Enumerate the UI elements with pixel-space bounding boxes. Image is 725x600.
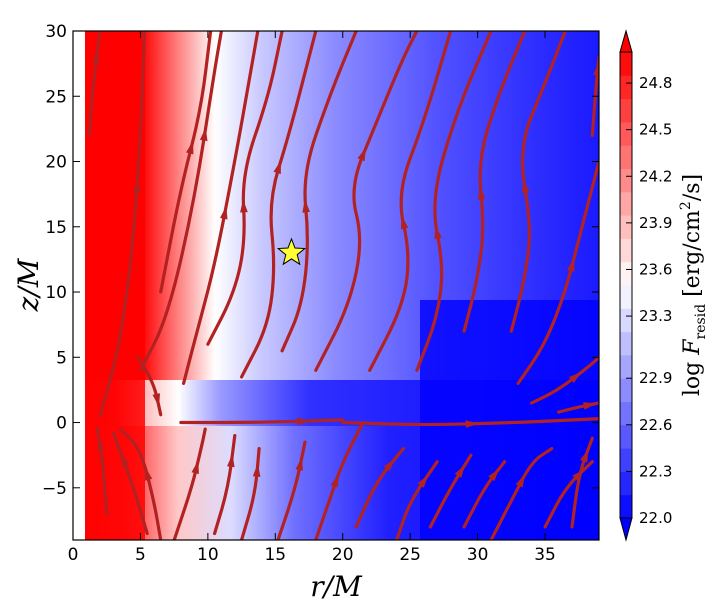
streamline-arrow [434, 225, 442, 240]
colorbar-band [620, 494, 632, 519]
streamline-arrow [199, 127, 208, 142]
colorbar-band [620, 121, 632, 146]
colorbar-tick-label: 23.6 [639, 260, 672, 278]
x-tick-label: 5 [135, 545, 146, 565]
colorbar-band [620, 168, 632, 193]
colorbar-band [620, 238, 632, 263]
x-axis-label: r/M [310, 570, 363, 600]
colorbar-label: log Fresid [erg/cm2/s] [678, 174, 709, 396]
y-tick-label: 20 [45, 153, 67, 173]
streamline-arrow [569, 372, 582, 383]
y-tick-label: 0 [56, 414, 67, 434]
streamline-arrow [330, 473, 339, 488]
colorbar-band [620, 331, 632, 356]
colorbar-tick-label: 22.3 [639, 462, 672, 480]
streamline-arrow [120, 452, 129, 467]
streamline-arrow [357, 147, 366, 162]
streamline-arrow [144, 467, 153, 481]
streamline-arrow [191, 460, 199, 475]
y-tick-label: 5 [56, 348, 67, 368]
streamline-arrow [132, 179, 141, 193]
streamline-arrow [417, 474, 429, 488]
y-axis-ticks: −5 0 5 10 15 20 25 30 [42, 22, 599, 499]
colorbar-tick-label: 24.2 [639, 167, 672, 185]
x-tick-label: 15 [264, 545, 286, 565]
colorbar-tick-label: 24.5 [639, 121, 672, 139]
streamline-arrow [302, 199, 310, 213]
streamline-arrow [465, 420, 479, 428]
colorbar-band [620, 98, 632, 123]
colorbar-tick-label: 24.8 [639, 74, 672, 92]
y-tick-label: 10 [45, 283, 67, 303]
colorbar-band [620, 52, 632, 76]
streamline [314, 31, 419, 372]
x-tick-label: 25 [399, 545, 421, 565]
colorbar: 22.0 22.3 22.6 22.9 23.3 23.6 23.9 24.2 24.5 24.8… [619, 29, 709, 542]
streamline-arrow [488, 468, 500, 482]
colorbar-band [620, 215, 632, 239]
colorbar-band [620, 261, 632, 286]
colorbar-band [620, 424, 632, 449]
star-marker [276, 237, 307, 266]
colorbar-tick-label: 22.6 [639, 416, 672, 434]
y-tick-label: −5 [42, 479, 67, 499]
streamline-arrow [186, 140, 194, 155]
streamline-arrow [273, 160, 281, 175]
colorbar-tick-label: 22.9 [639, 369, 672, 387]
colorbar-tick-label: 23.3 [639, 307, 672, 325]
heatmap-field [73, 31, 599, 540]
colorbar-tick-label: 22.0 [639, 509, 672, 527]
streamline [138, 31, 223, 372]
y-tick-label: 30 [45, 22, 67, 42]
y-axis-label: z/M [12, 257, 45, 312]
colorbar-ticks: 22.0 22.3 22.6 22.9 23.3 23.6 23.9 24.2 24.5 24.8 [626, 74, 672, 527]
streamline-arrow [477, 186, 486, 200]
streamline-arrow [567, 258, 575, 272]
x-tick-label: 30 [467, 545, 489, 565]
streamline-arrow [383, 458, 395, 472]
streamline-arrow [295, 457, 303, 471]
x-tick-label: 0 [68, 545, 79, 565]
streamline-arrow [521, 179, 530, 194]
streamline-arrow [92, 49, 100, 63]
streamline-arrow [252, 463, 261, 477]
colorbar-band [620, 448, 632, 472]
streamline-arrow [97, 436, 105, 451]
streamline-arrow [580, 449, 589, 463]
colorbar-band [620, 285, 632, 309]
colorbar-extend-bottom [619, 517, 633, 542]
star-icon [276, 237, 307, 266]
colorbar-band [620, 75, 632, 100]
streamline-arrow [400, 215, 409, 230]
streamline-arrow [152, 393, 160, 407]
streamline-arrow [583, 402, 597, 410]
streamline-arrow [220, 205, 228, 220]
colorbar-extend-top [619, 29, 633, 53]
streamline-arrow [454, 464, 465, 478]
colorbar-band [620, 308, 632, 333]
colorbar-tick-label: 23.9 [639, 214, 672, 232]
streamline [98, 31, 147, 418]
streamline-arrow [240, 199, 248, 213]
colorbar-band [620, 378, 632, 402]
streamline-arrow [593, 62, 599, 76]
streamline [240, 31, 318, 379]
streamline-arrow [515, 474, 526, 488]
streamline-arrow [297, 417, 311, 426]
streamlines [87, 31, 599, 540]
x-axis-ticks: 0 5 10 15 20 25 30 35 [68, 31, 556, 565]
colorbar-band [620, 191, 632, 216]
plot-frame [72, 30, 600, 541]
streamline-arrow [227, 453, 235, 468]
colorbar-band [620, 145, 632, 169]
y-tick-label: 15 [45, 218, 67, 238]
colorbar-band [620, 471, 632, 496]
colorbar-band [620, 354, 632, 379]
colorbar-band [620, 401, 632, 426]
x-tick-label: 35 [534, 545, 556, 565]
x-tick-label: 10 [197, 545, 219, 565]
x-tick-label: 20 [332, 545, 354, 565]
y-tick-label: 25 [45, 87, 67, 107]
